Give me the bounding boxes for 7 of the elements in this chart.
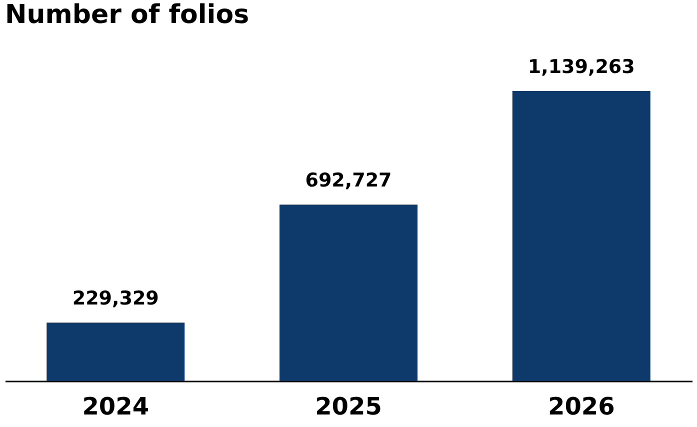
x-tick-label: 2025 — [315, 392, 382, 420]
x-tick-label: 2024 — [82, 392, 150, 420]
data-label: 229,329 — [72, 288, 159, 310]
x-tick-label: 2026 — [548, 392, 615, 420]
data-label: 692,727 — [305, 170, 392, 192]
data-label: 1,139,263 — [528, 56, 635, 78]
chart-title: Number of folios — [5, 0, 250, 30]
